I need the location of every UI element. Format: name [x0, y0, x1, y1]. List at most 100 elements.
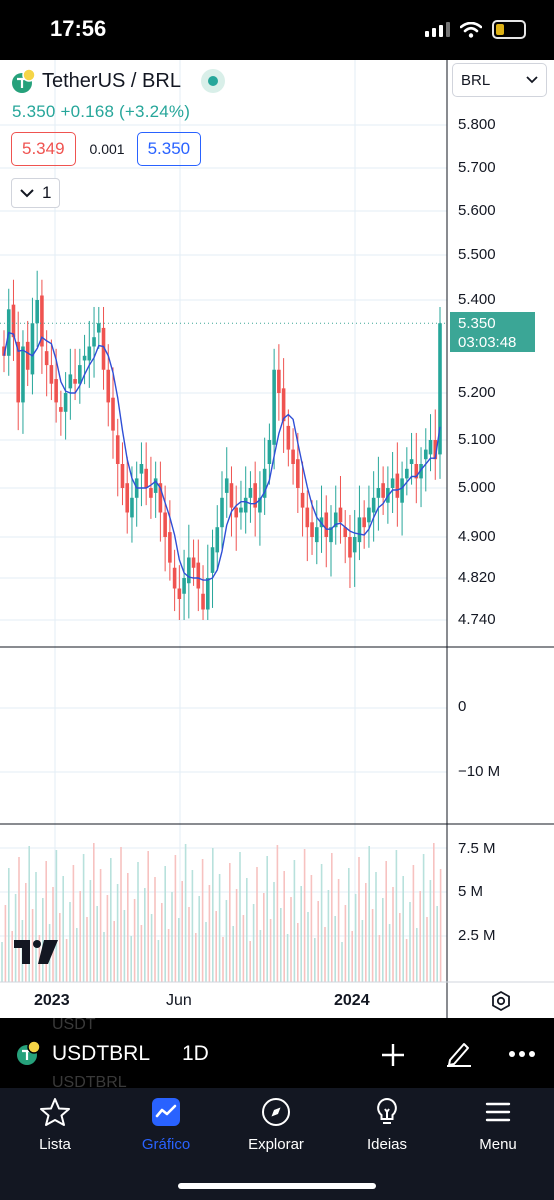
candle-body — [348, 537, 352, 558]
candle-body — [130, 497, 134, 518]
candle-body — [405, 468, 409, 479]
candle-body — [35, 300, 39, 324]
date-axis-label: 2023 — [34, 992, 70, 1009]
interval-button[interactable]: 1D — [182, 1042, 209, 1065]
candle-body — [333, 512, 338, 528]
candle-body — [409, 459, 414, 464]
tab-menu[interactable]: Menu — [448, 1096, 548, 1153]
candle-body — [258, 497, 262, 513]
tradingview-logo — [14, 940, 58, 969]
candle-body — [115, 435, 120, 464]
candle-body — [438, 323, 442, 455]
volume-axis-label: 2.5 M — [458, 927, 496, 944]
candle-body — [329, 527, 333, 543]
more-options-icon[interactable] — [508, 1050, 536, 1058]
currency-select[interactable]: BRL — [452, 63, 547, 97]
tab-grafico[interactable]: Gráfico — [116, 1096, 216, 1153]
indicator-axis-label: −10 M — [458, 763, 501, 780]
tab-explorar[interactable]: Explorar — [226, 1096, 326, 1153]
candle-body — [395, 473, 400, 498]
candle-body — [253, 483, 257, 508]
volume-axis-label: 7.5 M — [458, 840, 496, 857]
candle-body — [267, 440, 272, 464]
tab-label: Lista — [39, 1136, 71, 1153]
candle-body — [144, 468, 148, 488]
candle-body — [139, 464, 144, 474]
price-axis-label: 5.800 — [458, 116, 496, 133]
price-chart[interactable] — [0, 60, 554, 1018]
candle-body — [224, 478, 229, 493]
price-axis-label: 5.000 — [458, 479, 496, 496]
candle-body — [40, 295, 44, 347]
candle-body — [120, 464, 125, 488]
candle-body — [243, 497, 248, 513]
current-price-tag: 5.350 03:03:48 — [450, 312, 535, 352]
tab-label: Menu — [479, 1136, 517, 1153]
candle-body — [68, 374, 73, 389]
price-axis-label: 5.600 — [458, 202, 496, 219]
candle-body — [376, 488, 381, 498]
tab-ideias[interactable]: Ideias — [337, 1096, 437, 1153]
candle-body — [205, 578, 210, 610]
candle-body — [310, 522, 314, 537]
ask-price-button[interactable]: 5.350 — [136, 132, 202, 166]
candle-body — [187, 557, 191, 584]
price-axis-label: 5.100 — [458, 431, 496, 448]
chart-settings-icon[interactable] — [490, 990, 512, 1012]
chevron-down-icon — [20, 189, 34, 198]
candle-body — [343, 527, 348, 537]
candle-body — [300, 492, 305, 508]
indicators-collapse-button[interactable]: 1 — [11, 178, 61, 208]
candle-body — [248, 488, 253, 498]
candle-body — [390, 478, 395, 488]
candle-body — [314, 527, 319, 543]
battery-icon — [492, 20, 526, 39]
star-icon — [40, 1098, 70, 1126]
candle-body — [2, 346, 6, 356]
home-indicator[interactable] — [178, 1183, 376, 1189]
candle-body — [281, 388, 286, 422]
indicator-axis-label: 0 — [458, 698, 467, 715]
candle-body — [400, 478, 404, 503]
current-price-value: 5.350 — [458, 315, 496, 332]
candle-body — [210, 547, 215, 573]
candle-body — [357, 517, 362, 543]
date-axis-label: Jun — [166, 992, 192, 1009]
symbol-title: TetherUS / BRL — [42, 69, 181, 92]
market-status-dot — [207, 76, 218, 86]
chart-area[interactable] — [0, 60, 554, 1018]
candle-body — [362, 517, 366, 528]
candle-body — [286, 425, 291, 450]
tradingview-logo-icon — [14, 940, 58, 964]
chart-icon — [152, 1098, 180, 1126]
candle-body — [215, 527, 220, 553]
price-change-line: 5.350 +0.168 (+3.24%) — [12, 102, 191, 121]
candle-body — [371, 497, 376, 513]
symbol-header[interactable]: TetherUS / BRL — [10, 68, 225, 94]
candle-body — [381, 483, 385, 498]
candle-body — [163, 512, 167, 537]
candle-body — [367, 507, 371, 523]
price-axis-label: 5.200 — [458, 384, 496, 401]
cellular-signal-icon — [425, 22, 450, 37]
status-icons — [425, 20, 526, 39]
candle-body — [30, 323, 35, 375]
candle-body — [21, 346, 25, 403]
candle-body — [44, 351, 49, 366]
candle-body — [111, 397, 115, 431]
drawing-pen-icon[interactable] — [444, 1038, 474, 1068]
tab-lista[interactable]: Lista — [5, 1096, 105, 1153]
symbol-search-button[interactable]: USDTBRL — [52, 1042, 151, 1065]
candle-body — [352, 537, 357, 553]
bid-price-button[interactable]: 5.349 — [11, 132, 76, 166]
candle-body — [196, 562, 201, 589]
price-axis-label: 5.700 — [458, 159, 496, 176]
compass-icon — [262, 1098, 290, 1126]
candle-body — [433, 440, 438, 460]
add-plus-icon[interactable] — [380, 1042, 406, 1068]
candle-body — [229, 483, 234, 508]
candle-body — [168, 532, 172, 563]
status-time: 17:56 — [50, 16, 107, 41]
tether-logo-icon — [12, 68, 36, 93]
status-bar: 17:56 — [0, 0, 554, 60]
